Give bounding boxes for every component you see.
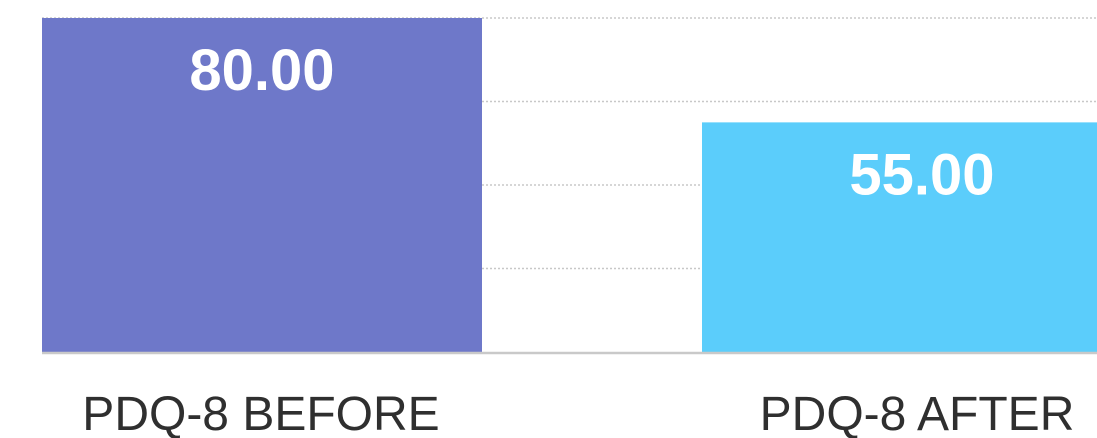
bar-before bbox=[42, 18, 482, 352]
value-label-after: 55.00 bbox=[849, 142, 994, 207]
value-labels: 80.00 55.00 bbox=[189, 38, 994, 207]
category-label-after: PDQ-8 AFTER bbox=[760, 388, 1075, 438]
bar-after bbox=[702, 122, 1097, 352]
value-label-before: 80.00 bbox=[189, 38, 334, 103]
category-labels: PDQ-8 BEFORE PDQ-8 AFTER bbox=[82, 388, 1074, 438]
bars bbox=[42, 18, 1097, 352]
category-label-before: PDQ-8 BEFORE bbox=[82, 388, 439, 438]
